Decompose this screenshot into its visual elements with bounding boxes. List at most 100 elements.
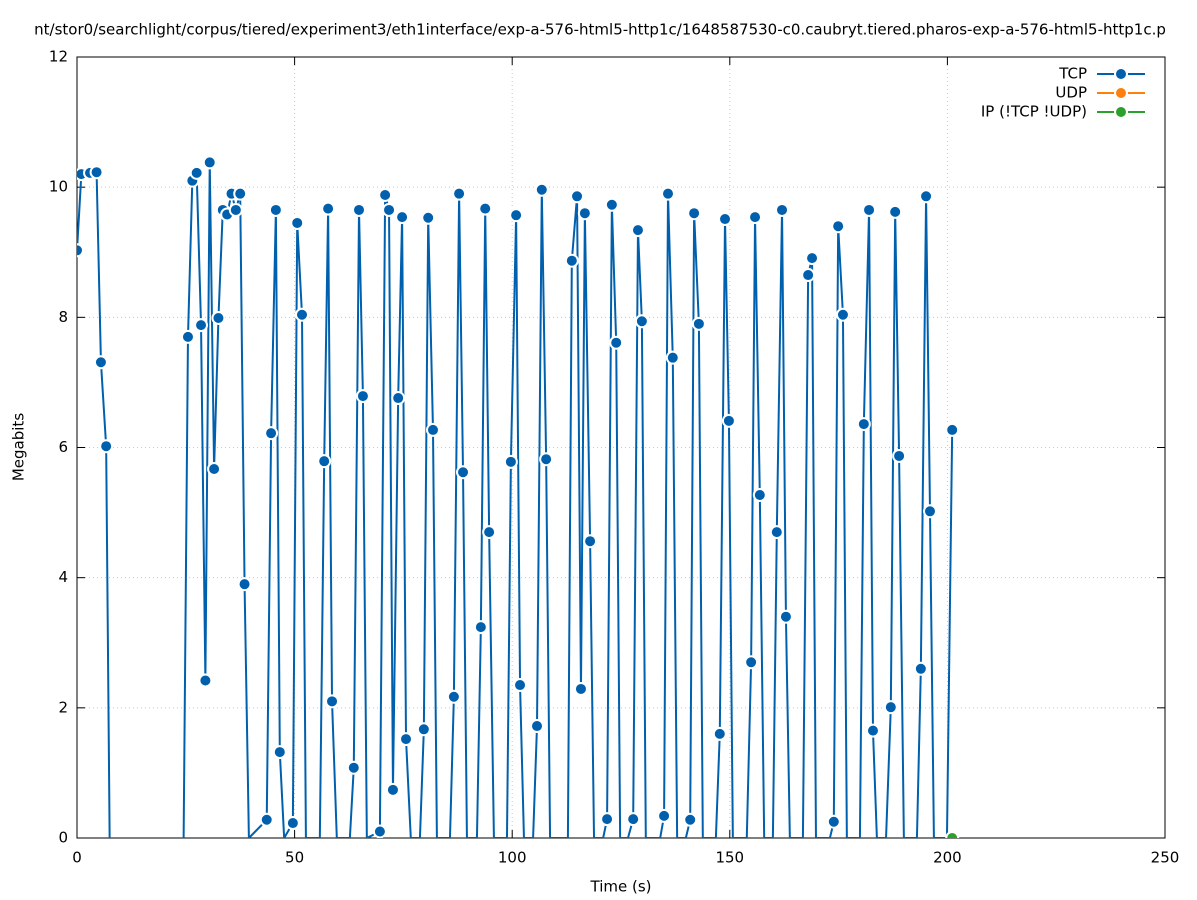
x-tick-label: 250: [1151, 849, 1180, 867]
y-tick-label: 0: [58, 829, 68, 847]
legend-marker: [1114, 105, 1128, 119]
data-point: [604, 197, 619, 212]
data-point: [346, 760, 361, 775]
data-point: [194, 318, 209, 333]
legend-label: IP (!TCP !UDP): [981, 103, 1087, 121]
data-point: [207, 461, 222, 476]
data-point: [395, 210, 410, 225]
data-point: [721, 413, 736, 428]
data-point: [456, 465, 471, 480]
data-point: [712, 726, 727, 741]
data-point: [583, 534, 598, 549]
data-point: [862, 202, 877, 217]
y-tick-label: 4: [58, 568, 68, 586]
data-point: [769, 525, 784, 540]
y-tick-label: 6: [58, 438, 68, 456]
data-point: [865, 723, 880, 738]
data-point: [564, 253, 579, 268]
data-point: [352, 202, 367, 217]
data-point: [294, 307, 309, 322]
data-point: [913, 661, 928, 676]
data-point: [421, 210, 436, 225]
data-point: [399, 732, 414, 747]
data-point: [478, 201, 493, 216]
data-point: [99, 439, 114, 454]
data-point: [372, 824, 387, 838]
data-point: [198, 673, 213, 688]
legend-label: TCP: [1058, 65, 1087, 83]
data-point: [630, 223, 645, 238]
x-tick-label: 150: [715, 849, 744, 867]
data-point: [228, 202, 243, 217]
data-point: [888, 204, 903, 219]
data-point: [416, 722, 431, 737]
data-point: [385, 782, 400, 797]
data-point: [180, 329, 195, 344]
data-point: [189, 165, 204, 180]
data-point: [661, 186, 676, 201]
data-point: [683, 812, 698, 827]
data-point: [211, 310, 226, 325]
data-point: [513, 678, 528, 693]
data-point: [775, 202, 790, 217]
data-point: [609, 335, 624, 350]
data-point: [883, 700, 898, 715]
data-point: [425, 422, 440, 437]
data-point: [831, 219, 846, 234]
data-point: [509, 208, 524, 223]
data-point: [89, 165, 104, 180]
data-point: [325, 694, 340, 709]
data-point: [919, 189, 934, 204]
y-axis-label: Megabits: [10, 413, 28, 481]
data-point: [744, 655, 759, 670]
data-point: [503, 454, 518, 469]
data-point: [452, 186, 467, 201]
data-point: [93, 355, 108, 370]
data-point: [892, 448, 907, 463]
data-point: [482, 525, 497, 540]
data-point: [945, 422, 960, 437]
data-point: [835, 307, 850, 322]
data-point: [805, 251, 820, 266]
x-tick-label: 0: [72, 849, 82, 867]
data-point: [665, 350, 680, 365]
series-line: [77, 162, 954, 838]
data-point: [752, 488, 767, 503]
data-point: [534, 182, 549, 197]
x-tick-label: 200: [933, 849, 962, 867]
x-tick-label: 50: [285, 849, 304, 867]
y-tick-label: 2: [58, 698, 68, 716]
x-axis-label: Time (s): [590, 878, 652, 896]
data-point: [657, 808, 672, 823]
data-point: [922, 504, 937, 519]
x-tick-label: 100: [498, 849, 527, 867]
data-point: [826, 814, 841, 829]
data-point: [202, 155, 217, 170]
plot-area: [77, 155, 960, 838]
data-point: [778, 609, 793, 624]
data-point: [530, 719, 545, 734]
data-point: [748, 210, 763, 225]
y-tick-label: 10: [49, 178, 68, 196]
data-point: [945, 831, 960, 838]
data-point: [718, 212, 733, 227]
data-point: [634, 314, 649, 329]
data-point: [233, 186, 248, 201]
legend-marker: [1114, 67, 1128, 81]
data-point: [77, 243, 84, 258]
data-point: [285, 816, 300, 831]
data-point: [446, 689, 461, 704]
data-point: [321, 201, 336, 216]
data-point: [290, 215, 305, 230]
data-point: [801, 268, 816, 283]
data-point: [382, 202, 397, 217]
data-point: [570, 189, 585, 204]
data-point: [687, 206, 702, 221]
chart-title: nt/stor0/searchlight/corpus/tiered/exper…: [34, 21, 1166, 39]
data-point: [626, 812, 641, 827]
data-point: [473, 620, 488, 635]
data-point: [600, 812, 615, 827]
data-point: [264, 426, 279, 441]
data-point: [268, 202, 283, 217]
